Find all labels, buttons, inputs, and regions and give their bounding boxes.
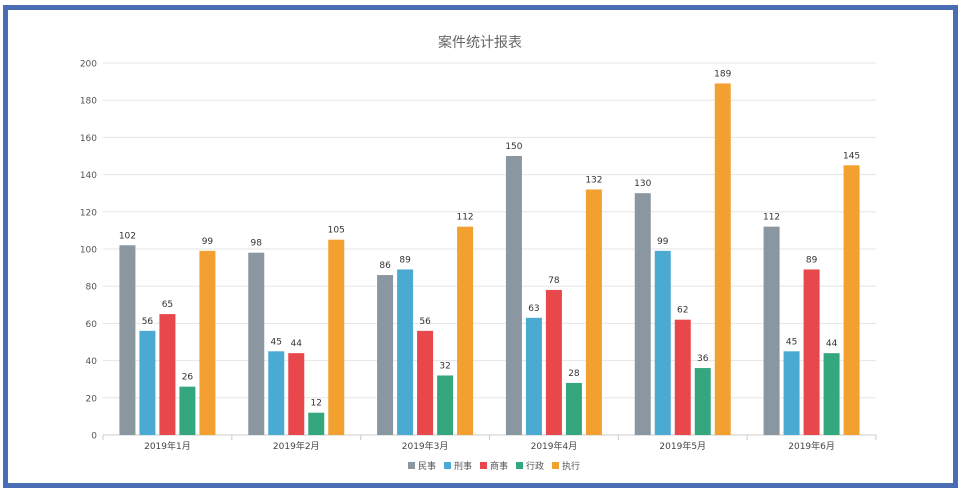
data-label: 98	[251, 239, 263, 249]
y-tick-label: 160	[80, 134, 97, 144]
y-tick-label: 20	[86, 394, 98, 404]
bar	[803, 269, 820, 435]
bar	[119, 245, 136, 435]
bar	[139, 330, 156, 435]
x-tick-label: 2019年4月	[531, 440, 578, 452]
legend-label: 刑事	[454, 460, 472, 472]
data-label: 56	[419, 317, 431, 327]
data-label: 99	[657, 237, 669, 247]
legend-label: 行政	[526, 460, 544, 472]
legend-marker	[552, 462, 559, 469]
data-label: 26	[182, 373, 194, 383]
data-label: 65	[162, 300, 173, 310]
data-label: 63	[528, 304, 539, 314]
bar	[694, 368, 711, 435]
bar	[417, 330, 434, 435]
bar	[457, 226, 474, 435]
bar	[843, 165, 860, 436]
y-tick-label: 40	[86, 357, 98, 367]
bar	[565, 382, 582, 435]
x-tick-label: 2019年3月	[402, 440, 449, 452]
bar	[159, 314, 176, 435]
bar	[545, 289, 562, 435]
data-label: 56	[142, 317, 154, 327]
data-label: 112	[763, 213, 780, 223]
y-tick-label: 200	[80, 60, 97, 70]
bar	[179, 386, 196, 435]
data-label: 62	[677, 306, 688, 316]
legend-marker	[516, 462, 523, 469]
data-label: 189	[714, 69, 731, 79]
bar	[397, 269, 414, 435]
data-label: 45	[786, 337, 797, 347]
x-tick-label: 2019年1月	[144, 440, 191, 452]
bar	[634, 193, 651, 435]
bar	[199, 250, 216, 435]
legend-label: 商事	[490, 460, 508, 472]
bar	[308, 412, 325, 435]
bar	[377, 275, 394, 435]
chart-title: 案件统计报表	[438, 34, 522, 51]
data-label: 102	[119, 231, 136, 241]
data-label: 45	[271, 337, 282, 347]
x-tick-label: 2019年5月	[659, 440, 706, 452]
y-tick-label: 140	[80, 171, 97, 181]
bar	[823, 353, 840, 435]
data-label: 145	[843, 151, 860, 161]
y-tick-label: 60	[86, 320, 98, 330]
legend-label: 执行	[562, 460, 580, 472]
bar	[288, 353, 305, 435]
x-tick-label: 2019年6月	[788, 440, 835, 452]
data-label: 89	[806, 255, 818, 265]
data-label: 12	[311, 399, 322, 409]
bar	[763, 226, 780, 435]
bar	[268, 351, 285, 435]
y-tick-label: 100	[80, 246, 97, 256]
y-tick-label: 120	[80, 208, 97, 218]
bar	[248, 252, 265, 435]
y-tick-label: 80	[86, 283, 98, 293]
bar	[783, 351, 800, 435]
data-label: 99	[202, 237, 214, 247]
x-tick-label: 2019年2月	[273, 440, 320, 452]
data-label: 86	[379, 261, 391, 271]
y-tick-label: 0	[91, 432, 97, 442]
legend-marker	[480, 462, 487, 469]
bar	[585, 189, 602, 435]
y-tick-label: 180	[80, 97, 97, 107]
bar	[505, 156, 522, 435]
data-label: 28	[568, 369, 580, 379]
data-label: 44	[826, 339, 838, 349]
data-label: 78	[548, 276, 560, 286]
data-label: 130	[634, 179, 651, 189]
data-label: 105	[328, 226, 345, 236]
bar	[525, 317, 542, 435]
data-label: 89	[399, 255, 411, 265]
data-label: 150	[505, 142, 522, 152]
data-label: 36	[697, 354, 709, 364]
data-label: 112	[456, 213, 473, 223]
data-label: 32	[439, 361, 450, 371]
bar	[674, 319, 691, 435]
legend-marker	[444, 462, 451, 469]
bar	[328, 239, 345, 435]
legend-label: 民事	[418, 460, 436, 472]
data-label: 44	[291, 339, 303, 349]
legend-marker	[408, 462, 415, 469]
bar	[654, 250, 671, 435]
bar	[437, 375, 454, 435]
data-label: 132	[585, 175, 602, 185]
bar	[714, 83, 731, 436]
